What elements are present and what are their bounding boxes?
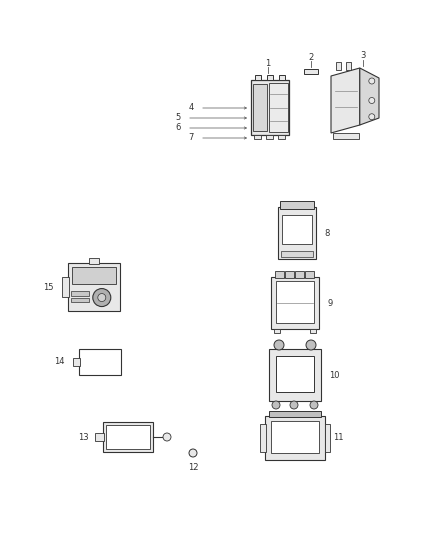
Bar	[103, 422, 153, 452]
Bar	[72, 267, 116, 284]
Bar	[267, 75, 273, 80]
Text: 15: 15	[43, 282, 54, 292]
Bar	[251, 80, 289, 135]
Circle shape	[163, 433, 171, 441]
Bar	[269, 83, 288, 132]
Bar	[276, 281, 314, 323]
Text: 1: 1	[265, 59, 271, 68]
Bar	[325, 424, 330, 452]
Bar	[275, 271, 284, 278]
Bar	[278, 135, 285, 139]
Bar	[346, 62, 351, 70]
Bar	[276, 356, 314, 392]
Bar	[71, 297, 89, 302]
Text: 13: 13	[78, 432, 89, 441]
Bar	[282, 215, 312, 244]
Bar	[95, 433, 104, 441]
Bar	[271, 277, 319, 329]
Bar	[260, 424, 266, 452]
Text: 8: 8	[324, 229, 329, 238]
Text: 10: 10	[329, 370, 339, 379]
Circle shape	[369, 114, 375, 120]
Bar	[266, 135, 273, 139]
Bar	[279, 75, 285, 80]
Bar	[68, 263, 120, 311]
Bar	[73, 358, 80, 366]
Bar	[253, 84, 268, 131]
Bar	[271, 421, 319, 453]
Bar	[274, 329, 280, 333]
Circle shape	[189, 449, 197, 457]
Bar	[278, 207, 316, 259]
Circle shape	[98, 294, 106, 302]
Circle shape	[310, 401, 318, 409]
Bar	[269, 411, 321, 417]
Bar	[333, 133, 360, 139]
Text: 11: 11	[333, 433, 343, 442]
Bar	[336, 62, 341, 70]
Text: 4: 4	[189, 103, 194, 112]
Bar	[280, 201, 314, 209]
Bar	[269, 349, 321, 401]
Bar	[281, 251, 313, 257]
Bar	[305, 271, 314, 278]
Polygon shape	[360, 68, 379, 125]
Circle shape	[272, 401, 280, 409]
Polygon shape	[331, 68, 360, 133]
Circle shape	[93, 288, 111, 306]
Bar	[255, 75, 261, 80]
Text: 12: 12	[188, 463, 198, 472]
Text: 14: 14	[54, 358, 65, 367]
Bar	[79, 349, 121, 375]
Circle shape	[369, 98, 375, 103]
Bar	[89, 258, 99, 264]
Bar	[295, 271, 304, 278]
Circle shape	[274, 340, 284, 350]
Circle shape	[290, 401, 298, 409]
Bar	[62, 277, 69, 296]
Bar	[254, 135, 261, 139]
Bar	[285, 271, 294, 278]
Text: 5: 5	[176, 114, 181, 123]
Bar	[304, 69, 318, 74]
Circle shape	[306, 340, 316, 350]
Circle shape	[369, 78, 375, 84]
Bar	[71, 291, 89, 296]
Text: 3: 3	[360, 52, 366, 61]
Text: 9: 9	[327, 298, 332, 308]
Text: 7: 7	[189, 133, 194, 142]
Text: 2: 2	[308, 52, 314, 61]
Bar	[265, 416, 325, 460]
Text: 6: 6	[176, 124, 181, 133]
Bar	[310, 329, 316, 333]
Bar	[106, 425, 150, 449]
